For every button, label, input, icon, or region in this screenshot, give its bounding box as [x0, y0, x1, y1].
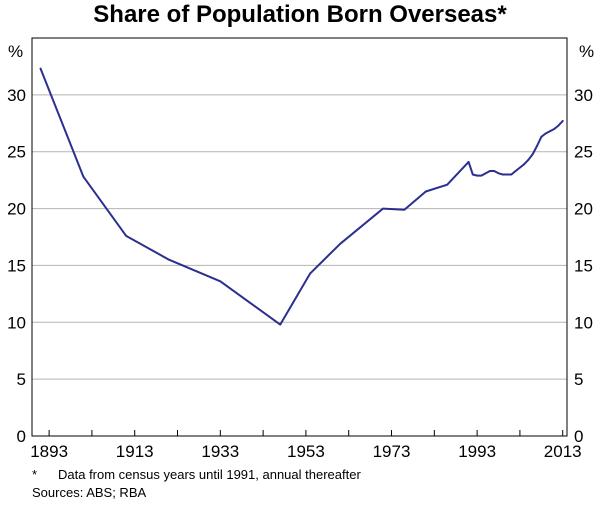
data-point-1997	[493, 170, 496, 172]
sources-note: Sources: ABS; RBA	[32, 485, 147, 500]
y-tick-label-right-15: 15	[574, 256, 593, 275]
y-tick-label-right-5: 5	[574, 370, 583, 389]
data-point-1921	[168, 258, 170, 261]
data-point-2011	[553, 128, 556, 130]
data-point-2000	[506, 173, 508, 176]
data-point-1998	[497, 172, 500, 175]
data-point-1976	[403, 208, 406, 211]
y-tick-label-left-15: 15	[7, 256, 26, 275]
data-point-2004	[523, 163, 526, 166]
x-tick-label-1933: 1933	[201, 442, 239, 461]
data-point-1961	[339, 242, 342, 245]
y-tick-label-left-30: 30	[7, 86, 26, 105]
data-point-1996	[489, 170, 491, 172]
y-axis-unit-left: %	[8, 42, 23, 61]
data-point-2001	[510, 173, 513, 176]
y-tick-label-left-20: 20	[7, 200, 26, 219]
data-point-2008	[540, 136, 543, 138]
x-tick-label-2013: 2013	[544, 442, 582, 461]
data-point-2005	[527, 158, 530, 161]
plot-frame	[31, 37, 568, 437]
data-point-2003	[519, 166, 521, 169]
data-point-1991	[467, 161, 470, 163]
data-point-2013	[561, 120, 564, 122]
data-point-2009	[544, 132, 547, 135]
footnote: * Data from census years until 1991, annu…	[32, 467, 361, 483]
data-point-2002	[514, 170, 517, 172]
data-point-2010	[549, 130, 551, 133]
x-tick-label-1953: 1953	[287, 442, 325, 461]
y-tick-label-right-30: 30	[574, 86, 593, 105]
data-point-2007	[536, 145, 538, 147]
y-axis-unit-right: %	[579, 42, 594, 61]
gridlines	[32, 94, 567, 380]
data-point-1971	[382, 207, 384, 210]
y-tick-label-right-25: 25	[574, 143, 593, 162]
y-tick-label-left-10: 10	[7, 313, 26, 332]
y-tick-label-right-20: 20	[574, 200, 593, 219]
data-point-1993	[476, 174, 478, 177]
data-point-1981	[424, 190, 427, 193]
y-tick-label-left-0: 0	[17, 427, 26, 446]
y-tick-label-left-25: 25	[7, 143, 26, 162]
x-tick-label-1893: 1893	[30, 442, 68, 461]
x-tick-label-1913: 1913	[116, 442, 154, 461]
data-point-2006	[531, 153, 534, 155]
x-axis-ticks: 1893 1913 1933 1953 1973 1993 2013	[30, 430, 582, 461]
footnote-mark: *	[32, 467, 38, 482]
y-tick-label-right-10: 10	[574, 313, 593, 332]
x-tick-label-1993: 1993	[458, 442, 496, 461]
y-tick-label-right-0: 0	[574, 427, 583, 446]
data-point-1954	[309, 272, 312, 275]
footnote-text: Data from census years until 1991, annua…	[58, 467, 361, 482]
data-point-1995	[484, 172, 487, 175]
data-point-1911	[125, 235, 128, 237]
x-tick-label-1973: 1973	[373, 442, 411, 461]
data-point-1986	[446, 183, 449, 186]
data-point-1891	[39, 67, 42, 70]
series-group	[39, 67, 564, 326]
data-point-1992	[471, 173, 474, 176]
data-point-2012	[557, 124, 560, 127]
y-tick-label-left-5: 5	[17, 370, 26, 389]
y-axis-ticks: 0 0 5 5 10 10 15 15 20 20 25 25 30 30	[7, 86, 593, 446]
data-point-1901	[82, 175, 85, 178]
data-point-1994	[480, 174, 483, 177]
data-point-1999	[501, 173, 504, 176]
series-line-0	[39, 67, 564, 326]
data-point-1947	[279, 323, 282, 326]
data-point-1933	[219, 280, 222, 283]
chart-title: Share of Population Born Overseas*	[93, 1, 507, 28]
